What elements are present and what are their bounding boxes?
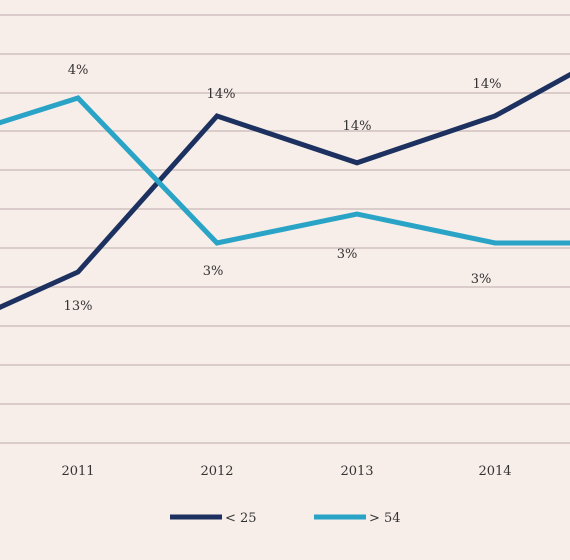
x-tick-label: 2014	[478, 464, 511, 479]
data-label: 4%	[68, 63, 89, 78]
series-lines	[0, 71, 570, 311]
data-label: 3%	[203, 264, 224, 279]
data-label: 13%	[64, 299, 93, 314]
legend: < 25 > 54	[170, 511, 401, 526]
data-label: 14%	[207, 87, 236, 102]
x-tick-label: 2011	[61, 464, 94, 479]
data-label: 14%	[343, 119, 372, 134]
data-label: 3%	[471, 272, 492, 287]
x-tick-label: 2013	[340, 464, 373, 479]
series-line-over-54	[0, 95, 570, 246]
data-labels: 13% 14% 14% 14% 4% 3% 3% 3%	[64, 63, 502, 314]
legend-label: < 25	[225, 511, 257, 526]
data-label: 14%	[473, 77, 502, 92]
gridlines	[0, 14, 570, 444]
x-axis-ticks: 2011 2012 2013 2014	[61, 464, 511, 479]
legend-label: > 54	[369, 511, 401, 526]
series-line-under-25	[0, 71, 570, 311]
data-label: 3%	[337, 247, 358, 262]
x-tick-label: 2012	[200, 464, 233, 479]
